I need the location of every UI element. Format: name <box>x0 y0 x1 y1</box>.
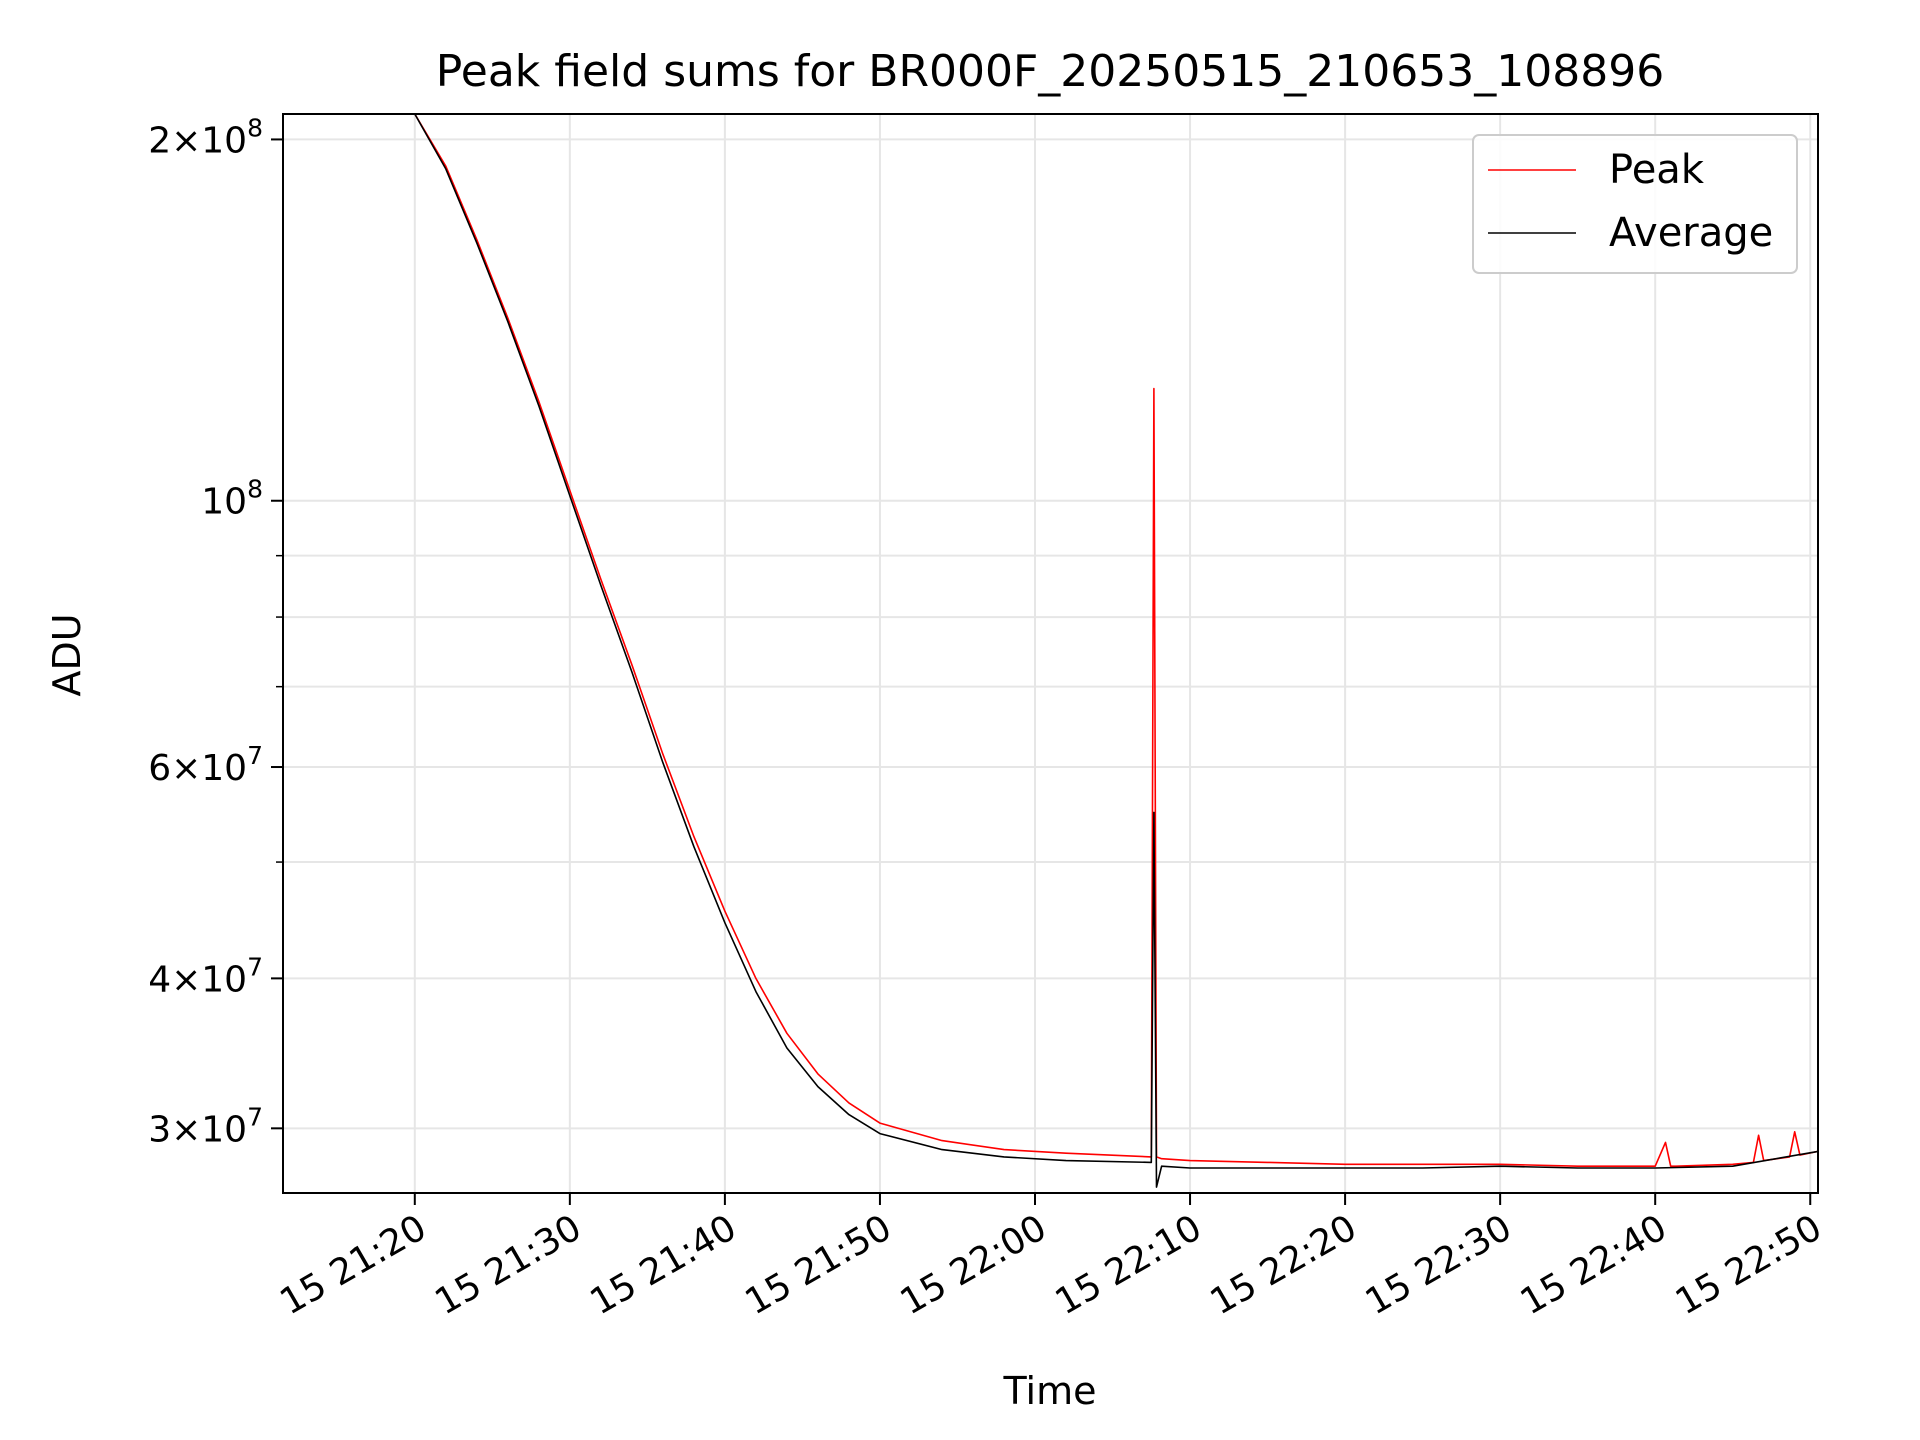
series-lines <box>283 113 1819 1188</box>
legend: Peak Average <box>1472 134 1798 274</box>
y-tick-label: 2×108 <box>148 113 263 161</box>
chart-title: Peak field sums for BR000F_20250515_2106… <box>436 46 1664 97</box>
x-axis-label: Time <box>1003 1369 1097 1413</box>
y-tick-label: 6×107 <box>148 741 263 789</box>
y-tick-label: 4×107 <box>148 952 263 1000</box>
series-line-peak <box>283 113 1819 1167</box>
y-axis-label: ADU <box>45 613 89 696</box>
y-tick-label: 3×107 <box>148 1102 263 1150</box>
legend-label-average: Average <box>1609 210 1773 256</box>
legend-label-peak: Peak <box>1609 147 1705 193</box>
series-line-average <box>283 113 1819 1188</box>
plot-frame <box>282 113 1819 1194</box>
